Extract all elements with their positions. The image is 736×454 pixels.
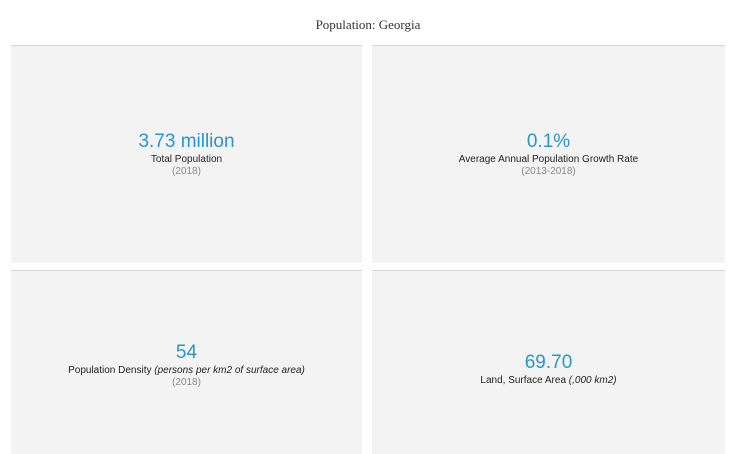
- kpi-label: Land, Surface Area (,000 km2): [480, 375, 616, 387]
- kpi-value: 54: [175, 342, 198, 363]
- kpi-label-text: Land, Surface Area: [480, 375, 569, 386]
- kpi-label-text: Total Population: [150, 154, 223, 165]
- kpi-card-population-density: 54 Population Density (persons per km2 o…: [11, 270, 362, 454]
- kpi-value: 69.70: [524, 352, 573, 373]
- kpi-card-total-population: 3.73 million Total Population (2018): [11, 45, 362, 263]
- kpi-label: Average Annual Population Growth Rate: [459, 154, 638, 166]
- kpi-value: 3.73 million: [138, 131, 235, 152]
- kpi-card-growth-rate: 0.1% Average Annual Population Growth Ra…: [372, 45, 725, 263]
- kpi-period: (2018): [172, 377, 201, 388]
- page-title: Population: Georgia: [315, 17, 421, 32]
- kpi-label: Total Population: [151, 154, 222, 166]
- kpi-period: (2018): [172, 166, 201, 177]
- kpi-label: Population Density (persons per km2 of s…: [68, 365, 305, 377]
- kpi-label-text: Population Density: [68, 365, 155, 376]
- kpi-label-note: (,000 km2): [568, 375, 617, 386]
- kpi-label-note: (persons per km2 of surface area): [154, 365, 305, 376]
- kpi-label-text: Average Annual Population Growth Rate: [458, 154, 639, 165]
- kpi-value: 0.1%: [526, 131, 571, 152]
- kpi-period: (2013-2018): [521, 166, 576, 177]
- kpi-card-surface-area: 69.70 Land, Surface Area (,000 km2): [372, 270, 725, 454]
